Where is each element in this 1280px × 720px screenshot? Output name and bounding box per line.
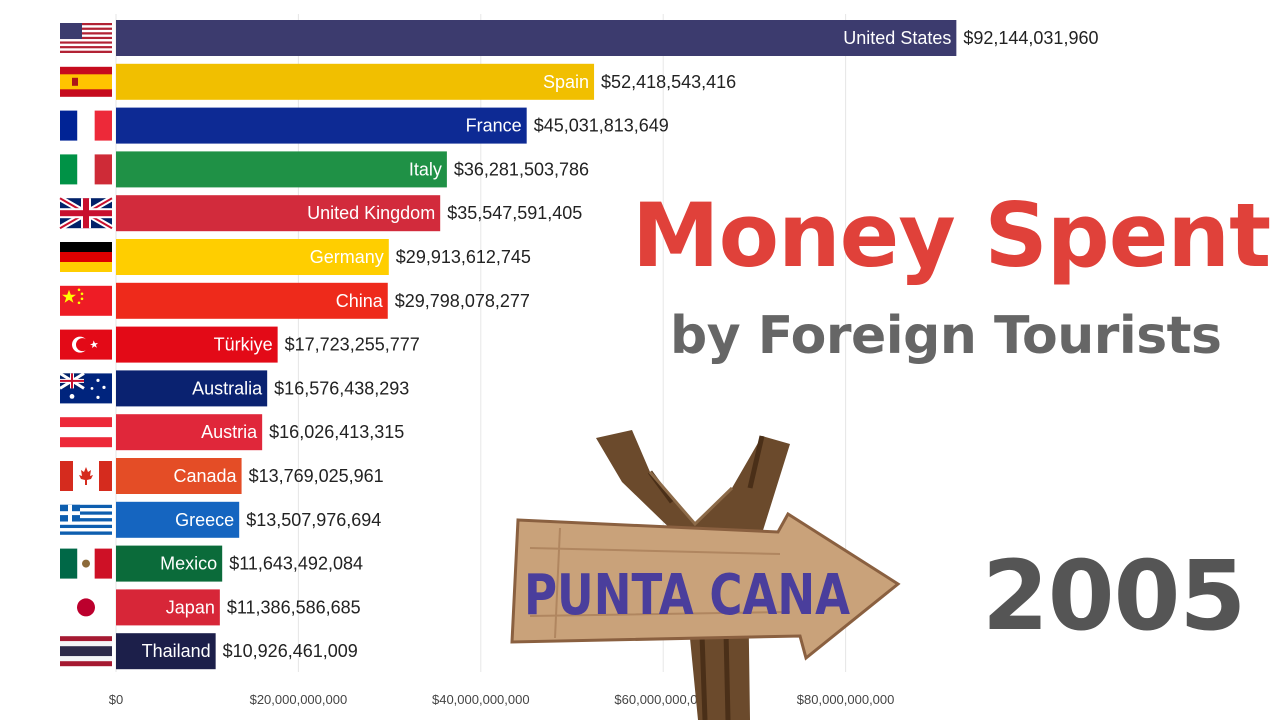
ca-flag: [60, 461, 112, 491]
bar: [116, 633, 216, 670]
bars: United States $92,144,031,960 Spain $52,418…: [116, 20, 1098, 670]
us-flag: [60, 23, 112, 56]
bar-value-label: $36,281,503,786: [454, 159, 589, 179]
uk-flag: [58, 195, 114, 231]
gr-flag: [60, 504, 112, 535]
bar-value-label: $45,031,813,649: [534, 116, 669, 136]
bar-value-label: $13,769,025,961: [249, 466, 384, 486]
bar-value-label: $92,144,031,960: [963, 28, 1098, 48]
bar-category-label: United Kingdom: [307, 203, 435, 223]
bar-category-label: Türkiye: [214, 335, 273, 355]
year-label: 2005: [982, 540, 1246, 652]
it-flag: [60, 154, 112, 185]
bar: [116, 282, 388, 319]
bar-value-label: $16,026,413,315: [269, 422, 404, 442]
bar: [116, 589, 220, 626]
bar-value-label: $10,926,461,009: [223, 641, 358, 661]
bar-category-label: Thailand: [142, 641, 211, 661]
bar: [116, 151, 447, 188]
bar-value-label: $11,386,586,685: [227, 597, 361, 617]
bar-category-label: Germany: [310, 247, 384, 267]
x-tick-label: $0: [109, 692, 123, 707]
mx-flag: [60, 548, 112, 579]
bar-value-label: $17,723,255,777: [285, 335, 420, 355]
sign-text: PUNTA CANA: [524, 563, 851, 628]
bar-value-label: $11,643,492,084: [229, 554, 363, 574]
au-flag: [59, 372, 112, 404]
bar-category-label: Italy: [409, 159, 442, 179]
fr-flag: [60, 110, 112, 141]
bar: [116, 239, 389, 275]
cn-flag: [60, 285, 112, 316]
bar: [116, 414, 263, 451]
bar-category-label: Japan: [166, 597, 215, 617]
de-flag: [60, 242, 112, 272]
x-tick-label: $40,000,000,000: [432, 692, 530, 707]
bar-category-label: Australia: [192, 378, 263, 398]
bar: [116, 326, 278, 363]
bar-category-label: Austria: [201, 422, 258, 442]
bar-category-label: France: [466, 116, 522, 136]
bar-value-label: $16,576,438,293: [274, 378, 409, 398]
bar: [116, 370, 268, 407]
bar-category-label: United States: [843, 28, 951, 48]
es-flag: [60, 66, 112, 97]
chart-title: Money Spent: [632, 184, 1271, 287]
x-tick-label: $20,000,000,000: [250, 692, 348, 707]
bar: [116, 545, 223, 582]
chart-subtitle: by Foreign Tourists: [670, 306, 1222, 366]
bar: [116, 107, 527, 144]
year-backdrop: [1022, 648, 1280, 720]
tr-flag: [60, 329, 112, 360]
at-flag: [60, 417, 112, 448]
bar-category-label: Mexico: [160, 554, 217, 574]
bar-category-label: Canada: [174, 466, 238, 486]
bar-value-label: $52,418,543,416: [601, 72, 736, 92]
bar-value-label: $35,547,591,405: [447, 203, 582, 223]
bar-value-label: $13,507,976,694: [246, 510, 381, 530]
bar-category-label: Spain: [543, 72, 589, 92]
x-tick-label: $80,000,000,000: [797, 692, 895, 707]
jp-flag: [60, 592, 112, 623]
bar: [116, 195, 441, 232]
th-flag: [60, 636, 112, 667]
bar-category-label: China: [336, 291, 384, 311]
flags: [58, 23, 114, 667]
bar: [116, 20, 957, 56]
bar: [116, 63, 595, 100]
bar: [116, 458, 242, 494]
x-tick-label: $60,000,000,000: [614, 692, 712, 707]
x-axis: $0 $20,000,000,000 $40,000,000,000 $60,000,…: [109, 692, 895, 707]
bar-value-label: $29,798,078,277: [395, 291, 530, 311]
signpost-icon: PUNTA CANA: [510, 430, 901, 720]
bar-category-label: Greece: [175, 510, 234, 530]
bar-value-label: $29,913,612,745: [396, 247, 531, 267]
bar: [116, 501, 240, 538]
